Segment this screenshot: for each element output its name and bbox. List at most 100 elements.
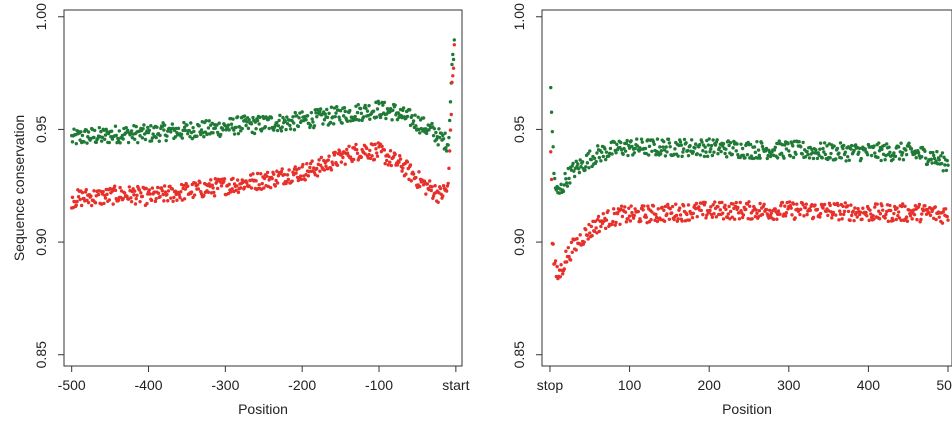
scatter-point xyxy=(635,137,639,141)
scatter-point xyxy=(80,133,85,138)
scatter-point xyxy=(704,150,708,154)
scatter-point xyxy=(374,147,378,151)
scatter-point xyxy=(712,212,716,216)
scatter-point xyxy=(594,226,598,230)
scatter-point xyxy=(102,201,106,206)
scatter-point xyxy=(418,131,422,135)
scatter-point xyxy=(822,202,827,207)
scatter-point xyxy=(328,120,333,125)
scatter-point xyxy=(886,219,891,224)
scatter-point xyxy=(430,185,434,189)
scatter-point xyxy=(860,217,864,221)
scatter-point xyxy=(441,183,446,188)
scatter-point xyxy=(327,154,331,158)
scatter-point xyxy=(811,156,816,161)
scatter-point xyxy=(140,136,145,140)
scatter-point xyxy=(333,114,337,119)
scatter-point xyxy=(891,157,895,161)
scatter-point xyxy=(689,138,694,142)
scatter-point xyxy=(703,145,707,149)
scatter-point xyxy=(324,164,328,168)
scatter-point xyxy=(338,109,343,113)
scatter-point xyxy=(756,148,761,152)
scatter-point xyxy=(789,206,793,210)
scatter-point xyxy=(315,174,320,178)
scatter-point xyxy=(359,111,364,116)
scatter-point xyxy=(109,129,114,133)
scatter-point xyxy=(411,122,415,126)
scatter-point xyxy=(765,156,770,161)
scatter-point xyxy=(567,254,571,259)
scatter-point xyxy=(697,142,702,147)
scatter-point xyxy=(449,112,453,117)
scatter-point xyxy=(219,184,224,188)
scatter-point xyxy=(99,139,104,143)
scatter-point xyxy=(103,137,107,142)
scatter-point xyxy=(710,153,715,158)
scatter-point xyxy=(685,212,689,217)
scatter-point xyxy=(275,181,280,185)
scatter-point xyxy=(703,200,707,205)
scatter-point xyxy=(384,116,388,121)
scatter-point xyxy=(251,172,255,176)
scatter-point xyxy=(85,141,89,145)
x-tick-label: 500 xyxy=(936,377,952,393)
scatter-point xyxy=(441,194,445,198)
scatter-point xyxy=(278,113,282,118)
scatter-point xyxy=(678,206,682,210)
scatter-point xyxy=(904,152,909,157)
scatter-point xyxy=(625,138,629,143)
scatter-point xyxy=(753,150,758,155)
scatter-point xyxy=(888,203,892,208)
scatter-point xyxy=(389,163,394,168)
scatter-point xyxy=(877,216,882,221)
scatter-point xyxy=(311,120,315,124)
y-tick-label: 0.90 xyxy=(511,228,527,255)
scatter-point xyxy=(291,115,295,119)
scatter-point xyxy=(672,152,676,156)
scatter-point xyxy=(594,159,598,164)
scatter-point xyxy=(760,144,765,149)
scatter-point xyxy=(941,169,945,173)
scatter-point xyxy=(615,211,620,216)
scatter-point xyxy=(846,209,851,214)
scatter-point xyxy=(917,202,922,207)
scatter-point xyxy=(355,151,360,156)
scatter-point xyxy=(945,214,949,219)
scatter-point xyxy=(86,130,91,134)
scatter-point xyxy=(129,196,133,200)
scatter-point xyxy=(659,149,664,153)
scatter-point xyxy=(813,203,817,207)
scatter-point xyxy=(913,203,918,208)
scatter-point xyxy=(920,155,924,159)
scatter-point xyxy=(578,158,582,162)
scatter-point xyxy=(665,212,669,216)
scatter-point xyxy=(676,217,680,221)
scatter-point xyxy=(246,126,251,131)
scatter-point xyxy=(892,211,896,216)
scatter-point xyxy=(878,212,883,216)
scatter-point xyxy=(212,190,216,195)
scatter-point xyxy=(268,185,273,190)
scatter-point xyxy=(631,216,636,220)
scatter-point xyxy=(279,129,284,133)
scatter-point xyxy=(741,213,746,217)
scatter-point xyxy=(752,145,757,149)
scatter-point xyxy=(367,152,371,157)
scatter-point xyxy=(783,143,787,147)
scatter-point xyxy=(592,229,597,234)
scatter-point xyxy=(160,189,165,193)
scatter-point xyxy=(236,131,241,136)
scatter-point xyxy=(787,149,791,153)
scatter-point xyxy=(322,118,327,122)
scatter-point xyxy=(868,208,872,212)
scatter-point xyxy=(715,138,719,142)
scatter-point xyxy=(173,135,178,139)
scatter-point xyxy=(308,123,313,127)
scatter-point xyxy=(695,214,699,219)
scatter-point xyxy=(186,184,190,188)
scatter-point xyxy=(727,143,731,148)
scatter-point xyxy=(693,142,698,146)
scatter-point xyxy=(786,141,790,146)
scatter-point xyxy=(121,137,125,141)
